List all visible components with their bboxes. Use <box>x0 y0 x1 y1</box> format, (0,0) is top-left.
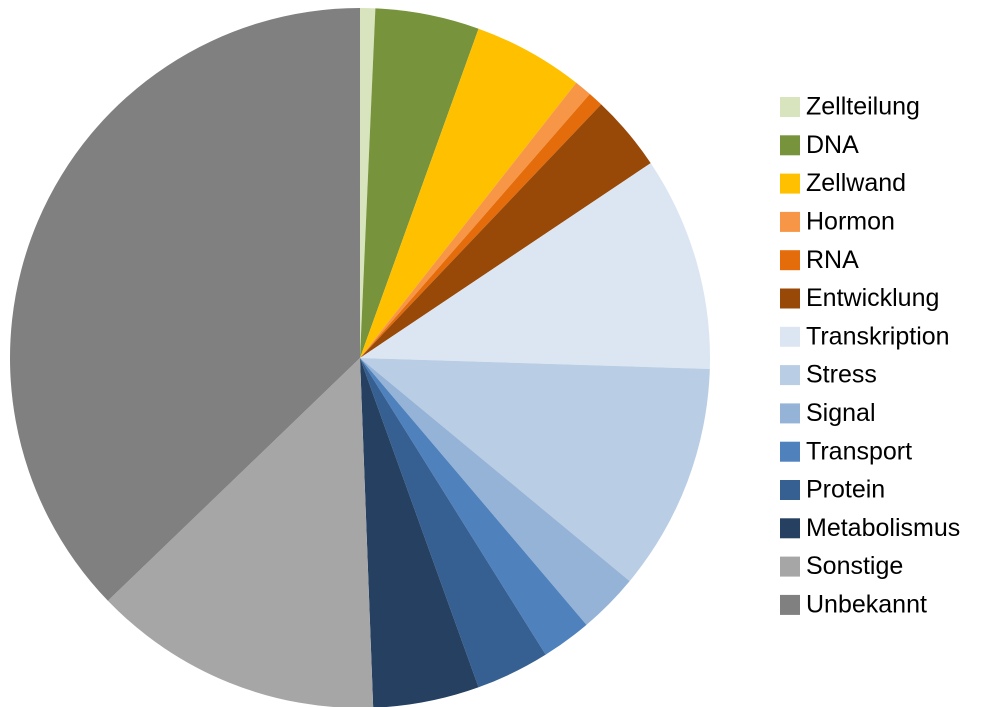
legend-label: Zellwand <box>806 169 906 197</box>
pie-slice <box>360 94 602 358</box>
pie-slice <box>360 358 546 688</box>
pie-slice <box>360 358 587 655</box>
pie-slice <box>360 163 710 369</box>
pie-slice <box>360 358 630 625</box>
pie-slice <box>360 358 479 707</box>
pie-slice <box>360 358 710 582</box>
legend-label: Zellteilung <box>806 93 920 121</box>
pie-slice <box>360 104 651 359</box>
legend-swatch <box>780 441 800 462</box>
legend-label: Transkription <box>806 322 950 350</box>
legend-swatch <box>780 518 800 539</box>
pie-slice <box>360 8 479 359</box>
legend-swatch <box>780 594 800 615</box>
pie-slice <box>9 8 360 601</box>
legend-swatch <box>780 365 800 386</box>
legend-label: Metabolismus <box>806 514 960 542</box>
legend-swatch <box>780 403 800 424</box>
legend-label: DNA <box>806 131 859 159</box>
legend-label: Unbekannt <box>806 591 927 619</box>
legend-swatch <box>780 556 800 577</box>
legend-label: Stress <box>806 361 877 389</box>
legend-swatch <box>780 97 800 117</box>
legend-label: Entwicklung <box>806 284 939 312</box>
legend-label: Hormon <box>806 208 895 236</box>
legend-label: Sonstige <box>806 552 903 580</box>
pie-slice <box>360 8 376 358</box>
legend-label: RNA <box>806 246 859 274</box>
legend-swatch <box>780 480 800 500</box>
pie-slice <box>107 358 374 707</box>
pie-slice <box>360 28 577 358</box>
legend-swatch <box>780 135 800 156</box>
pie-slice <box>360 82 590 359</box>
legend-swatch <box>780 288 800 309</box>
legend-label: Transport <box>806 437 912 465</box>
legend-swatch <box>780 173 800 194</box>
legend-swatch <box>780 211 800 232</box>
legend-label: Protein <box>806 476 885 504</box>
legend-swatch <box>780 250 800 271</box>
legend-label: Signal <box>806 399 876 427</box>
legend-swatch <box>780 326 800 347</box>
